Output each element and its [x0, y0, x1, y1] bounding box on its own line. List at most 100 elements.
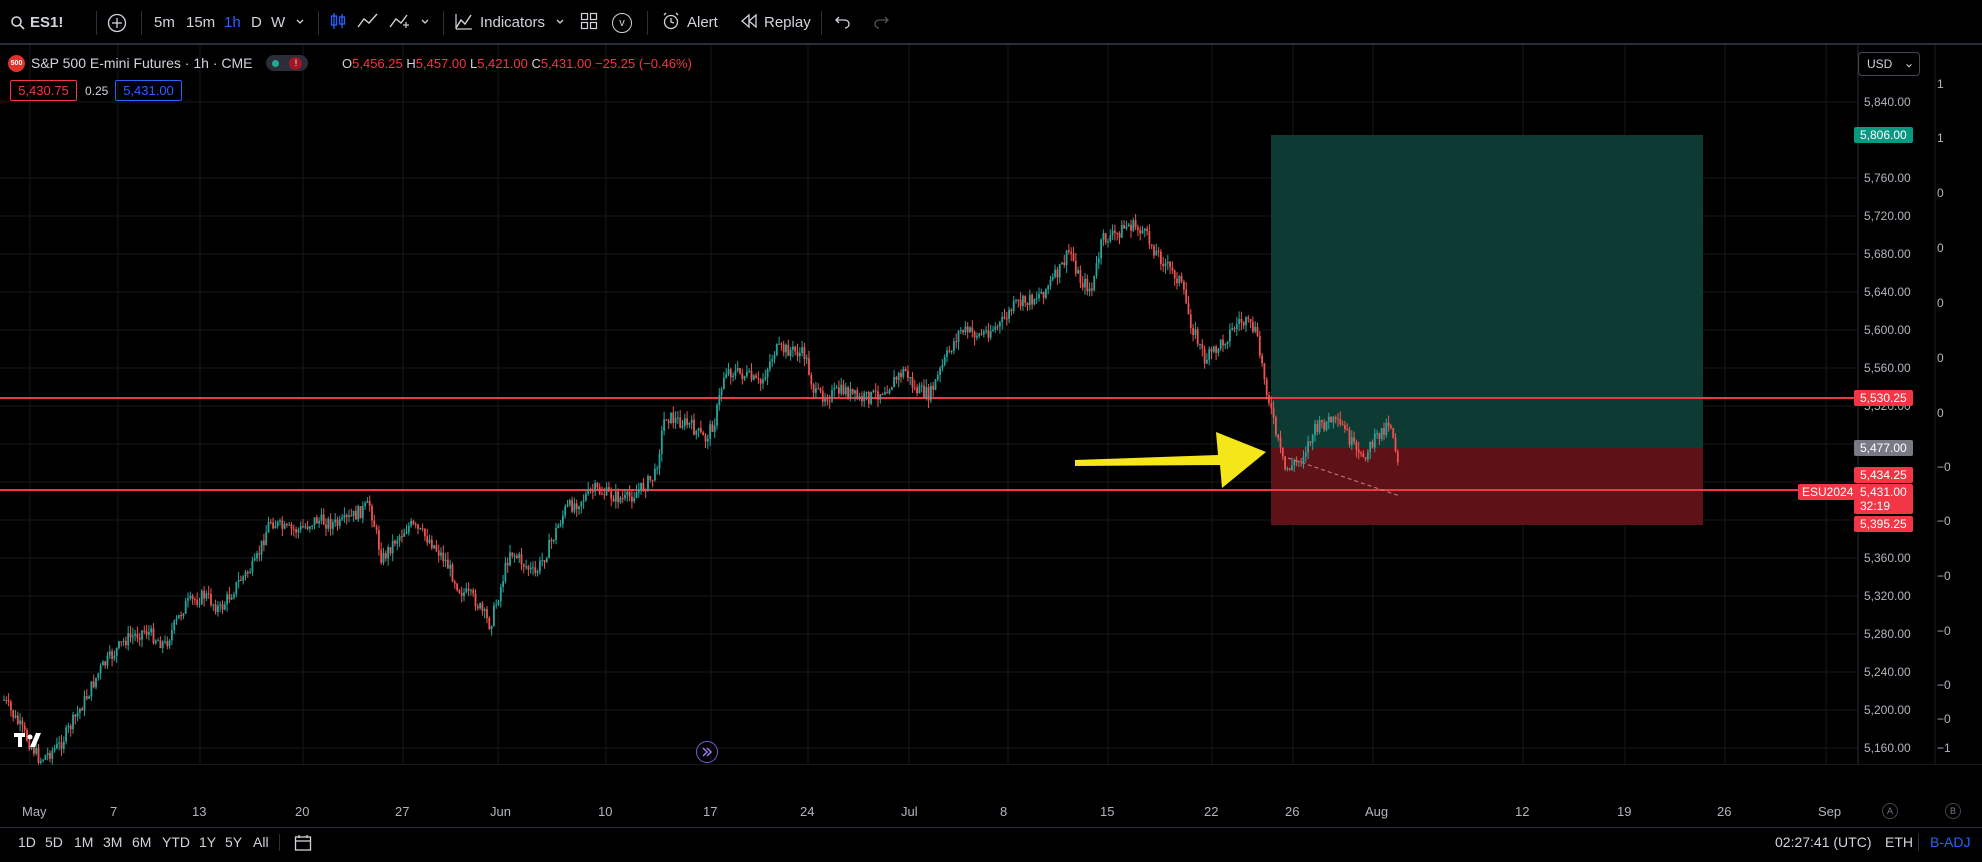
yellow-arrow-annotation[interactable]: [1075, 432, 1266, 488]
range-ytd[interactable]: YTD: [162, 834, 190, 850]
redo-button[interactable]: [872, 0, 890, 45]
range-5y[interactable]: 5Y: [225, 834, 243, 850]
candle-body: [849, 388, 852, 398]
candle-body: [663, 419, 665, 431]
undo-button[interactable]: [834, 0, 852, 45]
chart-legend: 500 S&P 500 E-mini Futures · 1h · CME !: [8, 52, 309, 74]
candle-body: [913, 387, 916, 389]
price-tick: 5,360.00: [1864, 551, 1911, 565]
settings-b-icon[interactable]: B: [1945, 803, 1961, 819]
candle-body: [442, 552, 445, 562]
candle-body: [495, 604, 498, 606]
candle-body: [1215, 346, 1217, 353]
range-6m[interactable]: 6M: [132, 834, 152, 850]
go-to-date-button[interactable]: [294, 833, 312, 851]
candle-body: [1376, 433, 1378, 435]
long-position-profit-zone[interactable]: [1271, 135, 1703, 448]
trend-dashed-line[interactable]: [1287, 457, 1401, 497]
interval-dropdown[interactable]: [295, 0, 305, 45]
candle-body: [1325, 421, 1328, 431]
candle-body: [826, 398, 829, 401]
v-button[interactable]: v: [612, 0, 632, 45]
chart-title[interactable]: S&P 500 E-mini Futures · 1h · CME: [31, 55, 253, 71]
candle-body: [175, 618, 178, 621]
stop-price-tag: 5,395.25: [1854, 516, 1913, 532]
candle-body: [1028, 294, 1031, 306]
candle-body: [83, 696, 86, 711]
secondary-tick: −0: [1937, 569, 1951, 583]
candle-body: [1231, 328, 1234, 330]
candle-body: [1022, 295, 1024, 307]
candle-body: [725, 374, 728, 378]
status-dot-icon: [272, 59, 280, 67]
candle-body: [51, 750, 54, 759]
candle-body: [518, 554, 521, 558]
compare-symbol-button[interactable]: [107, 0, 127, 45]
candle-body: [221, 604, 224, 610]
plus-circle-icon: [107, 13, 127, 33]
candle-body: [113, 655, 116, 659]
candle-body: [251, 560, 254, 573]
candle-body: [605, 487, 608, 495]
candle-body: [207, 593, 210, 595]
indicators-button[interactable]: Indicators: [454, 0, 545, 45]
interval-1h[interactable]: 1h: [224, 14, 241, 31]
candle-body: [1162, 264, 1165, 267]
range-5d[interactable]: 5D: [45, 834, 63, 850]
range-1y[interactable]: 1Y: [199, 834, 217, 850]
candle-body: [1008, 309, 1010, 319]
candle-body: [578, 506, 580, 510]
candle-body: [497, 601, 500, 605]
candle-body: [1346, 429, 1349, 431]
sell-price-button[interactable]: 5,430.75: [10, 80, 77, 101]
currency-select[interactable]: USD: [1858, 52, 1920, 76]
target-price-tag: 5,806.00: [1854, 127, 1913, 143]
tradingview-logo[interactable]: [14, 730, 46, 753]
candle-body: [911, 377, 914, 388]
spread-value: 0.25: [85, 84, 109, 98]
candle-body: [463, 592, 465, 596]
interval-w[interactable]: W: [271, 14, 286, 31]
candle-body: [801, 347, 803, 353]
candle-body: [79, 708, 81, 713]
chart-grid: [0, 45, 1858, 765]
replay-button[interactable]: Replay: [740, 0, 811, 45]
candle-body: [366, 501, 369, 503]
buy-price-button[interactable]: 5,431.00: [115, 80, 182, 101]
candle-body: [637, 490, 640, 493]
candle-body: [325, 524, 327, 529]
layout-button[interactable]: [580, 0, 598, 45]
candle-body: [136, 633, 139, 638]
symbol-search[interactable]: ES1!: [10, 0, 63, 45]
range-1d[interactable]: 1D: [18, 834, 36, 850]
candle-body: [1017, 299, 1020, 301]
indicators-dropdown[interactable]: [555, 0, 565, 45]
indicator-templates-button[interactable]: [389, 0, 411, 45]
interval-5m[interactable]: 5m: [154, 14, 175, 31]
interval-d[interactable]: D: [251, 14, 262, 31]
candle-body: [430, 539, 433, 549]
line-style-button[interactable]: [357, 0, 379, 45]
timezone-clock[interactable]: 02:27:41 (UTC): [1775, 834, 1872, 850]
session-toggle[interactable]: ETH: [1885, 834, 1913, 850]
range-all[interactable]: All: [253, 834, 269, 850]
candle-body: [355, 510, 357, 520]
go-to-realtime-button[interactable]: [696, 741, 718, 763]
candle-body: [525, 566, 527, 568]
candles-style-button[interactable]: [328, 0, 348, 45]
alert-button[interactable]: Alert: [661, 0, 718, 45]
market-status[interactable]: !: [266, 55, 309, 71]
back-adjust-toggle[interactable]: B-ADJ: [1930, 834, 1971, 850]
candle-body: [394, 540, 396, 544]
price-chart[interactable]: [0, 45, 1982, 765]
long-position-loss-zone[interactable]: [1271, 448, 1703, 525]
range-3m[interactable]: 3M: [103, 834, 123, 850]
auto-scale-icon[interactable]: A: [1882, 803, 1898, 819]
style-dropdown[interactable]: [420, 0, 430, 45]
range-1m[interactable]: 1M: [74, 834, 94, 850]
candle-body: [893, 377, 895, 388]
interval-15m[interactable]: 15m: [186, 14, 216, 31]
candle-body: [545, 558, 548, 563]
candle-body: [150, 628, 153, 633]
change-value: −25.25 (−0.46%): [595, 56, 692, 71]
